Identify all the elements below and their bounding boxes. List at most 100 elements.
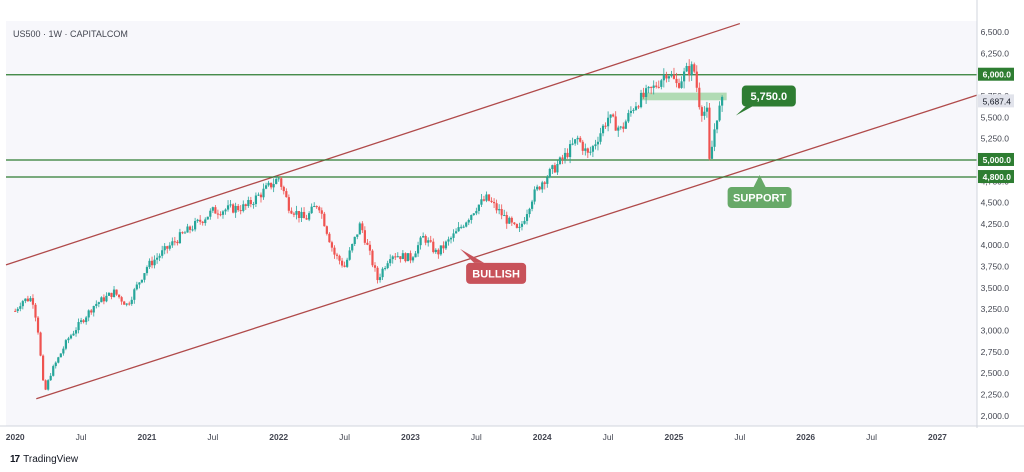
candle[interactable] <box>495 199 498 214</box>
candle[interactable] <box>112 285 116 298</box>
candle[interactable] <box>579 135 582 143</box>
candle[interactable] <box>477 204 480 215</box>
candle[interactable] <box>343 261 346 268</box>
candle[interactable] <box>510 216 513 226</box>
candle[interactable] <box>183 230 187 234</box>
candle[interactable] <box>586 147 589 159</box>
candle[interactable] <box>199 215 202 225</box>
candle[interactable] <box>406 253 410 262</box>
candle[interactable] <box>277 177 280 182</box>
candle[interactable] <box>188 225 192 234</box>
candle[interactable] <box>617 125 620 137</box>
candle[interactable] <box>475 207 478 216</box>
candle[interactable] <box>508 216 511 224</box>
candle[interactable] <box>452 229 455 242</box>
candle[interactable] <box>130 296 133 306</box>
candle[interactable] <box>318 205 321 214</box>
candle[interactable] <box>105 292 108 303</box>
candle[interactable] <box>660 78 663 90</box>
candle[interactable] <box>77 318 80 334</box>
candle[interactable] <box>181 231 184 235</box>
candle[interactable] <box>47 379 50 391</box>
candle[interactable] <box>29 296 32 302</box>
candle[interactable] <box>287 194 290 214</box>
candle[interactable] <box>67 336 70 344</box>
level-price-tag[interactable]: 5,000.0 <box>978 152 1014 166</box>
candle[interactable] <box>677 78 681 89</box>
annotation-bullish[interactable]: BULLISH <box>460 248 527 284</box>
level-price-tag[interactable]: 6,000.0 <box>978 67 1014 81</box>
candle[interactable] <box>133 287 136 304</box>
candle[interactable] <box>82 319 85 324</box>
candle[interactable] <box>302 207 306 219</box>
candle[interactable] <box>378 273 382 283</box>
candle[interactable] <box>629 106 633 117</box>
candle[interactable] <box>548 167 551 179</box>
candle[interactable] <box>655 81 658 89</box>
channel-line-lower[interactable] <box>36 94 978 400</box>
candle[interactable] <box>449 236 453 244</box>
candle[interactable] <box>323 211 326 227</box>
candle[interactable] <box>498 204 501 215</box>
resistance-zone[interactable] <box>641 92 727 101</box>
candle[interactable] <box>599 127 602 145</box>
candle[interactable] <box>247 196 250 208</box>
candle[interactable] <box>442 241 445 254</box>
candle[interactable] <box>381 267 384 281</box>
candle[interactable] <box>568 140 572 164</box>
candle[interactable] <box>384 265 387 271</box>
candle[interactable] <box>115 289 118 296</box>
candle[interactable] <box>209 208 212 220</box>
candle[interactable] <box>325 225 328 236</box>
candle[interactable] <box>229 200 232 208</box>
candle[interactable] <box>171 237 174 248</box>
candle[interactable] <box>237 204 240 212</box>
candle[interactable] <box>140 279 144 284</box>
candle[interactable] <box>79 317 83 325</box>
candle[interactable] <box>376 266 379 284</box>
candle[interactable] <box>85 315 88 325</box>
candle[interactable] <box>290 207 293 215</box>
candle[interactable] <box>363 226 366 245</box>
candle[interactable] <box>194 217 197 232</box>
candle[interactable] <box>713 123 716 152</box>
candle[interactable] <box>541 180 544 193</box>
candle[interactable] <box>624 119 627 130</box>
candle[interactable] <box>439 245 442 256</box>
candle[interactable] <box>703 106 706 120</box>
candle[interactable] <box>158 253 161 262</box>
candle[interactable] <box>683 67 686 89</box>
candle[interactable] <box>275 175 278 185</box>
candle[interactable] <box>368 240 372 256</box>
candle[interactable] <box>715 120 719 134</box>
candle[interactable] <box>313 202 316 208</box>
candle[interactable] <box>31 294 35 309</box>
candle[interactable] <box>173 236 176 246</box>
candle[interactable] <box>411 256 415 263</box>
candle[interactable] <box>244 203 247 210</box>
candle[interactable] <box>490 197 493 204</box>
candle[interactable] <box>300 207 303 223</box>
candle[interactable] <box>642 87 645 99</box>
candle[interactable] <box>670 70 673 78</box>
candle[interactable] <box>416 241 420 257</box>
candle[interactable] <box>424 234 427 246</box>
candle[interactable] <box>596 136 600 151</box>
candle[interactable] <box>576 135 579 145</box>
candle[interactable] <box>672 67 676 80</box>
candle[interactable] <box>143 272 146 283</box>
candle[interactable] <box>305 214 308 220</box>
candle[interactable] <box>429 235 432 243</box>
candle[interactable] <box>297 210 301 223</box>
candle[interactable] <box>211 206 214 213</box>
candle[interactable] <box>432 238 435 254</box>
candle[interactable] <box>36 316 40 335</box>
candle[interactable] <box>472 212 475 216</box>
candle[interactable] <box>594 139 597 150</box>
candle[interactable] <box>647 86 650 94</box>
candle[interactable] <box>62 346 65 356</box>
candle[interactable] <box>100 296 103 303</box>
candle[interactable] <box>665 71 668 83</box>
candle[interactable] <box>520 221 524 231</box>
candle[interactable] <box>156 253 159 264</box>
